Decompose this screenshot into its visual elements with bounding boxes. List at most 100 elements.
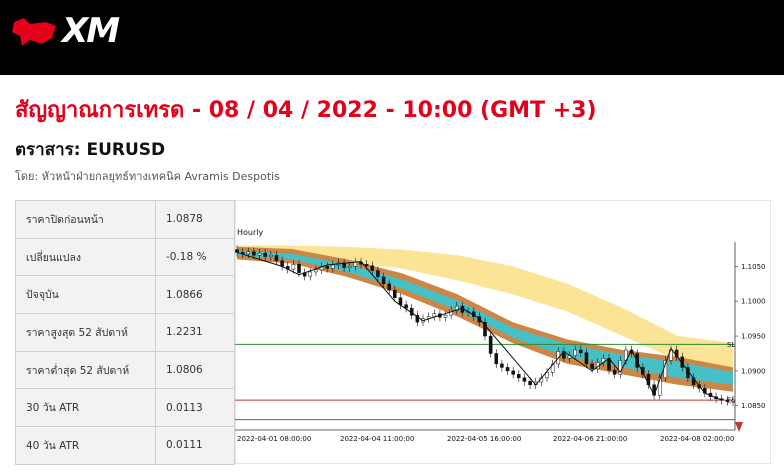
candle-body [308, 271, 313, 277]
candle-body [246, 251, 251, 255]
candle-body [398, 297, 403, 305]
candle-body [505, 367, 510, 372]
instrument-title: ตราสาร: EURUSD [15, 140, 166, 160]
author-line: โดย: หัวหน้าฝ่ายกลยุทธ์ทางเทคนิค Avramis… [15, 170, 280, 183]
x-tick-label: 2022-04-04 11:00:00 [340, 435, 414, 443]
candle-body [319, 266, 324, 271]
levels-layer: SL EL [235, 341, 735, 421]
candle-body [376, 270, 380, 278]
table-row: เปลี่ยนแปลง -0.18 % [15, 237, 235, 277]
site-header: XM [0, 0, 784, 75]
level-label: SL [727, 341, 735, 349]
stat-label: 40 วัน ATR [15, 426, 156, 465]
bull-icon [12, 18, 56, 46]
stat-value: -0.18 % [155, 237, 235, 277]
candle-body [528, 381, 532, 386]
candle-body [731, 399, 735, 402]
zigzag-layer [236, 251, 722, 401]
candle-body [381, 276, 386, 285]
candle-body [590, 363, 594, 370]
candle-body [612, 369, 617, 375]
candle-body [331, 264, 335, 269]
stat-label: 30 วัน ATR [15, 388, 156, 428]
candle-body [641, 367, 645, 375]
candle-body [483, 321, 487, 337]
table-row: ราคาสูงสุด 52 สัปดาห์ 1.2231 [15, 313, 235, 352]
x-ticks: 2022-04-01 08:00:00 2022-04-04 11:00:00 20… [237, 435, 734, 443]
candle-body [257, 252, 262, 256]
stat-label: ราคาสูงสุด 52 สัปดาห์ [15, 313, 156, 352]
candle-body [725, 399, 730, 402]
table-row: ราคาต่ำสุด 52 สัปดาห์ 1.0806 [15, 350, 235, 390]
candle-body [291, 264, 296, 270]
candle-body [364, 264, 369, 266]
brand-name: XM [62, 11, 120, 51]
level-label: EL [727, 397, 735, 405]
candle-body [263, 252, 267, 257]
candle-body [415, 314, 420, 323]
stat-label: ราคาปิดก่อนหน้า [15, 200, 156, 239]
candle-body [269, 254, 273, 257]
candle-body [443, 314, 448, 318]
x-tick-label: 2022-04-06 21:00:00 [553, 435, 627, 443]
candle-body [297, 264, 301, 273]
candle-body [235, 249, 239, 253]
y-tick-label: 1.0850 [741, 402, 766, 410]
x-tick-label: 2022-04-08 02:00:00 [660, 435, 734, 443]
candle-body [579, 349, 583, 354]
price-chart: SL EL 1.1050 1.1000 1.0950 1.0900 1.0850 2022… [235, 200, 771, 464]
y-tick-label: 1.0900 [741, 367, 766, 375]
table-row: 30 วัน ATR 0.0113 [15, 388, 235, 428]
chart-svg: SL EL 1.1050 1.1000 1.0950 1.0900 1.0850 2022… [235, 200, 771, 464]
candle-body [353, 261, 358, 267]
stats-table: ราคาปิดก่อนหน้า 1.0878 เปลี่ยนแปลง -0.18 %… [15, 200, 235, 465]
y-ticks: 1.1050 1.1000 1.0950 1.0900 1.0850 [735, 263, 766, 410]
candle-body [325, 266, 329, 269]
candle-body [370, 265, 375, 271]
candle-body [274, 254, 279, 262]
x-tick-label: 2022-04-05 16:00:00 [447, 435, 521, 443]
candle-body [404, 304, 408, 309]
timeframe-label: Hourly [237, 228, 263, 237]
stat-label: ราคาต่ำสุด 52 สัปดาห์ [15, 350, 156, 390]
stat-value: 1.0806 [155, 350, 235, 390]
candle-body [550, 363, 555, 373]
stat-value: 0.0113 [155, 388, 235, 428]
stat-label: ปัจจุบัน [15, 275, 156, 315]
candle-body [347, 266, 352, 269]
table-row: 40 วัน ATR 0.0111 [15, 426, 235, 465]
band-middle-inner [237, 250, 733, 385]
zigzag-line [236, 251, 722, 401]
stat-label: เปลี่ยนแปลง [15, 237, 156, 277]
candle-body [584, 352, 589, 365]
candle-body [387, 283, 391, 291]
candle-body [494, 353, 499, 365]
candle-body [657, 377, 662, 396]
candle-body [314, 269, 318, 273]
table-row: ปัจจุบัน 1.0866 [15, 275, 235, 315]
y-tick-label: 1.1000 [741, 298, 766, 306]
candle-body [432, 313, 437, 317]
stat-value: 1.0878 [155, 200, 235, 239]
table-row: ราคาปิดก่อนหน้า 1.0878 [15, 200, 235, 239]
page-title: สัญญาณการเทรด - 08 / 04 / 2022 - 10:00 (… [15, 98, 597, 123]
xm-logo[interactable] [12, 14, 132, 50]
candle-body [517, 374, 521, 379]
candle-body [545, 372, 549, 379]
candle-body [511, 370, 515, 375]
candle-body [618, 360, 623, 375]
y-tick-label: 1.1050 [741, 263, 766, 271]
candle-body [573, 349, 577, 356]
candle-body [500, 363, 504, 368]
x-tick-label: 2022-04-01 08:00:00 [237, 435, 311, 443]
stat-value: 1.2231 [155, 313, 235, 352]
stat-value: 1.0866 [155, 275, 235, 315]
candles-layer [235, 245, 735, 406]
candle-body [393, 289, 397, 298]
candle-body [252, 251, 256, 256]
arrow-down-icon [735, 422, 743, 432]
y-tick-label: 1.0950 [741, 333, 766, 341]
candle-body [488, 335, 493, 354]
candle-body [522, 377, 527, 382]
stat-value: 0.0111 [155, 426, 235, 465]
